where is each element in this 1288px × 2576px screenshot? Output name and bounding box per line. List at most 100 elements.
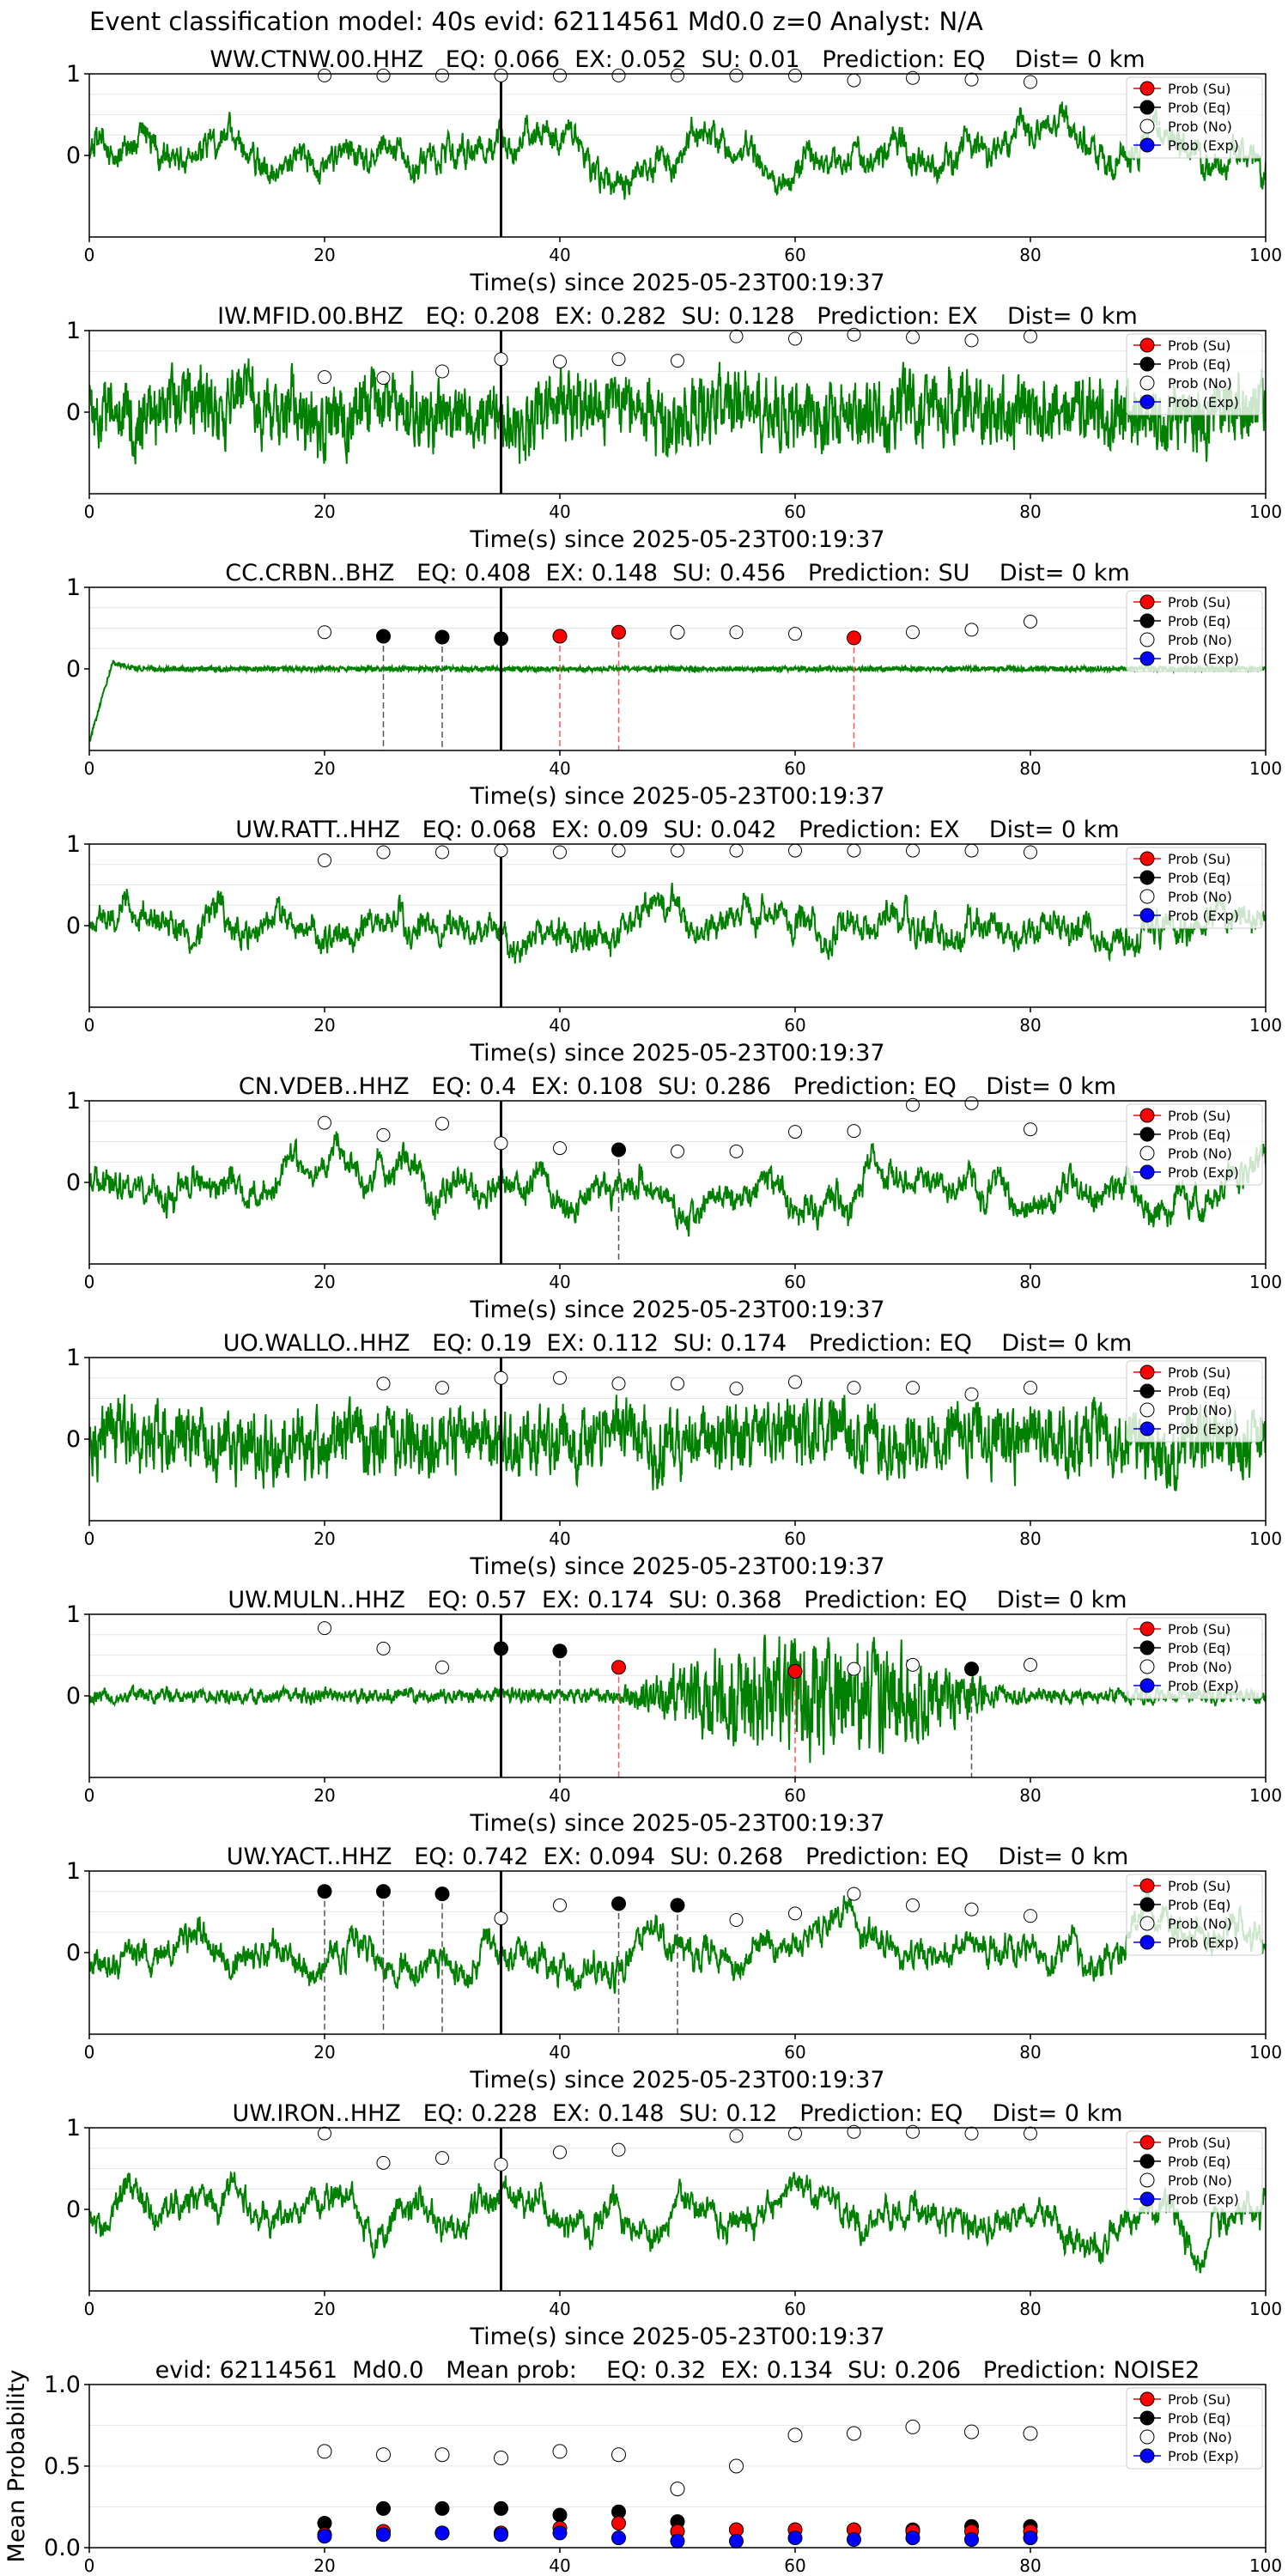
x-tick-label: 80 [1019,501,1041,522]
legend-entry-no-marker [1139,375,1155,391]
x-tick-label: 100 [1249,758,1282,779]
point-prob-no [906,1097,920,1112]
panel-title: UW.RATT..HHZ EQ: 0.068 EX: 0.09 SU: 0.04… [235,817,1119,843]
legend-entry-eq-marker [1139,2154,1155,2169]
y-tick-label: 0 [66,1683,81,1710]
legend-box [1126,76,1263,159]
legend-entry-exp-marker [1139,1935,1155,1950]
legend-entry-exp-marker [1139,2191,1155,2207]
point-prob-no [1024,2126,1037,2141]
legend-entry-eq-label: Prob (Eq) [1168,1127,1230,1143]
point-prob-no [788,2126,802,2141]
x-tick-label: 80 [1019,2042,1041,2063]
legend-box [1126,1874,1263,1956]
legend-entry-exp-label: Prob (Exp) [1168,908,1239,924]
point-prob-no [318,2126,331,2141]
point-prob-no [494,843,508,858]
x-tick-label: 100 [1249,1015,1282,1036]
legend-entry-su-marker [1139,1621,1155,1637]
legend-entry-exp-label: Prob (Exp) [1168,394,1239,410]
point-mean-no [552,2444,568,2459]
panel-10: evid: 62114561 Md0.0 Mean prob: EQ: 0.32… [3,2357,1282,2576]
figure-suptitle: Event classification model: 40s evid: 62… [89,7,983,36]
x-tick-label: 60 [784,1015,805,1036]
point-prob-no [553,2145,567,2160]
point-prob-no [553,1141,567,1156]
y-tick-label: 0 [66,1940,81,1966]
point-mean-eq [434,2500,450,2516]
panel-title: IW.MFID.00.BHZ EQ: 0.208 EX: 0.282 SU: 0… [217,303,1138,330]
point-prob-no [906,1381,920,1395]
panel-3: CC.CRBN..BHZ EQ: 0.408 EX: 0.148 SU: 0.4… [66,560,1282,810]
legend-entry-eq-label: Prob (Eq) [1168,870,1230,886]
x-tick-label: 40 [549,1272,570,1292]
legend-entry-no-label: Prob (No) [1168,2429,1232,2445]
x-tick-label: 100 [1249,1785,1282,1806]
point-mean-exp [317,2529,332,2544]
legend-entry-exp-marker [1139,394,1155,410]
point-prob-no [906,625,920,640]
point-prob-no [1024,1909,1037,1923]
point-prob-no [611,68,626,82]
point-prob-su [787,1664,803,1679]
point-mean-exp [611,2530,626,2546]
point-prob-no [553,845,567,860]
legend-entry-no-marker [1139,2429,1155,2445]
legend-entry-su-marker [1139,1878,1155,1893]
panel-6: UO.WALLO..HHZ EQ: 0.19 EX: 0.112 SU: 0.1… [66,1330,1282,1580]
x-tick-label: 60 [784,1528,805,1549]
point-mean-no [317,2444,332,2459]
y-tick-label: 0 [66,143,81,169]
point-prob-no [847,73,861,88]
panel-title: UW.IRON..HHZ EQ: 0.228 EX: 0.148 SU: 0.1… [232,2100,1122,2127]
legend-entry-eq-label: Prob (Eq) [1168,356,1230,373]
legend-entry-exp-label: Prob (Exp) [1168,1164,1239,1181]
x-tick-label: 20 [313,501,335,522]
legend-entry-exp-label: Prob (Exp) [1168,1935,1239,1951]
x-tick-label: 100 [1249,1528,1282,1549]
point-prob-no [494,68,508,82]
x-tick-label: 100 [1249,2299,1282,2319]
point-prob-no [729,2129,744,2143]
x-tick-label: 60 [784,758,805,779]
point-prob-no [435,1381,449,1395]
legend-entry-no-marker [1139,1916,1155,1931]
point-prob-no [729,843,744,858]
point-prob-eq [494,631,508,647]
point-prob-no [788,843,802,858]
y-tick-label: 1 [66,318,81,344]
waveform-trace [89,659,1266,742]
y-tick-label: 1 [66,1601,81,1628]
legend-entry-no-marker [1139,118,1155,134]
legend-entry-su-marker [1139,2391,1155,2407]
x-tick-label: 20 [313,2299,335,2319]
point-mean-eq [552,2507,568,2523]
point-prob-no [1024,614,1037,629]
point-prob-no [376,1376,391,1391]
point-prob-no [671,1144,684,1158]
x-tick-label: 100 [1249,501,1282,522]
point-prob-eq [376,1884,391,1899]
point-prob-no [671,354,684,368]
point-prob-no [611,352,626,367]
point-prob-no [494,1370,508,1385]
legend-entry-eq-marker [1139,1127,1155,1142]
point-prob-no [494,1136,508,1151]
x-tick-label: 60 [784,2555,805,2576]
point-mean-no [905,2419,920,2434]
point-prob-no [671,68,684,82]
point-mean-no [787,2427,803,2443]
x-axis-label: Time(s) since 2025-05-23T00:19:37 [469,783,884,810]
point-mean-exp [494,2527,508,2543]
x-tick-label: 0 [84,2555,95,2576]
point-mean-exp [552,2525,568,2541]
x-tick-label: 20 [313,758,335,779]
axes-frame [88,843,1267,1008]
x-tick-label: 80 [1019,245,1041,265]
y-tick-label: 1 [66,2115,81,2142]
point-prob-no [318,68,331,82]
point-prob-eq [494,1641,508,1656]
legend-entry-no-marker [1139,889,1155,904]
legend-entry-exp-marker [1139,1421,1155,1437]
point-prob-eq [434,1886,450,1902]
